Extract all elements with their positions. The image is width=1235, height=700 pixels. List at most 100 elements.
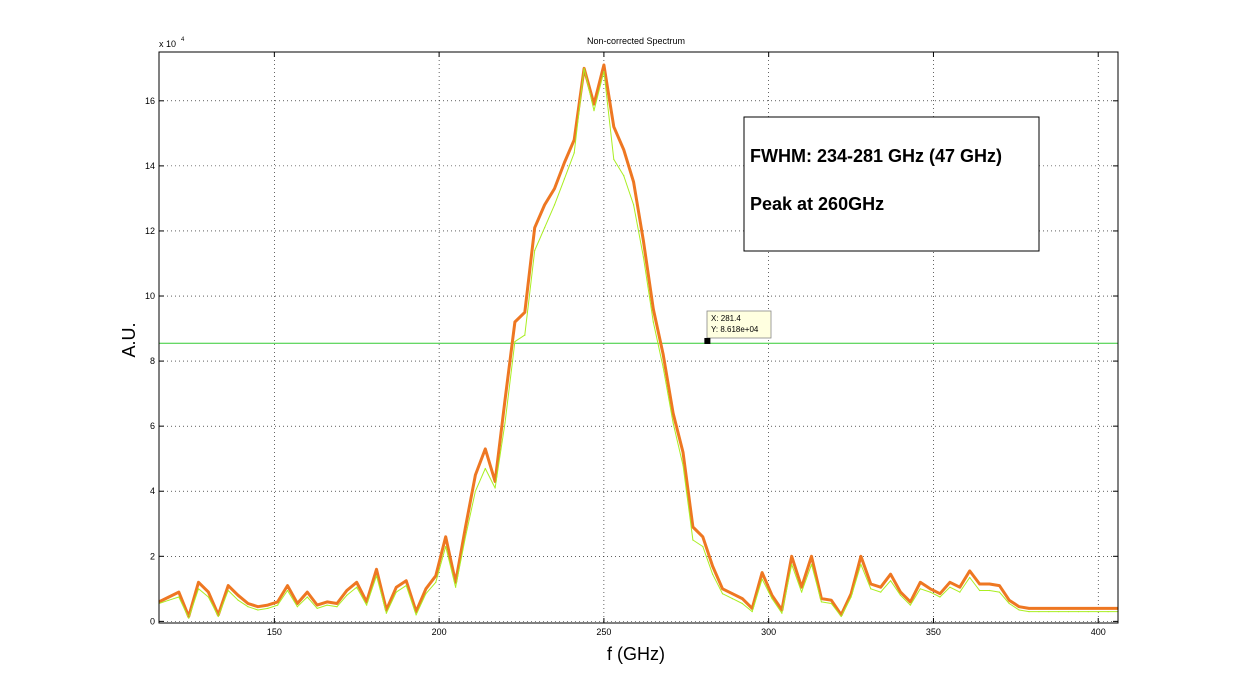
series-2-point: [415, 614, 417, 616]
series-1-point: [692, 526, 694, 528]
series-2-point: [1087, 611, 1089, 613]
series-2-point: [217, 615, 219, 618]
series-1-point: [652, 308, 654, 310]
series-1-point: [385, 609, 387, 611]
series-1-point: [899, 591, 902, 593]
series-1-point: [781, 609, 783, 611]
series-line-2: [158, 67, 1118, 619]
series-2-point: [771, 598, 773, 600]
series-1-point: [207, 591, 209, 593]
series-1-point: [1058, 607, 1060, 610]
series-1-point: [356, 581, 358, 583]
series-2-point: [959, 591, 961, 593]
series-1-point: [375, 568, 378, 570]
series-1-point: [771, 594, 773, 596]
series-1-point: [455, 581, 457, 583]
annotation-peak: Peak at 260GHz: [750, 194, 884, 214]
series-2-point: [1038, 611, 1040, 613]
series-layer: [158, 63, 1118, 619]
y-tick-label: 12: [145, 226, 155, 236]
series-1-point: [731, 593, 734, 595]
series-1-point: [820, 598, 823, 600]
series-2-point: [573, 152, 575, 154]
series-1-point: [504, 399, 506, 401]
x-tick-label: 400: [1091, 627, 1106, 637]
series-1-point: [237, 594, 239, 596]
series-2-point: [563, 178, 566, 180]
series-2-point: [385, 612, 387, 614]
series-2-point: [435, 581, 437, 583]
series-2-point: [909, 604, 912, 606]
series-1-point: [721, 588, 724, 590]
series-1-point: [642, 240, 645, 242]
series-1-point: [524, 311, 526, 313]
series-2-point: [168, 599, 170, 601]
y-tick-label: 14: [145, 161, 155, 171]
series-1-point: [563, 162, 566, 164]
series-2-point: [672, 422, 674, 424]
series-2-point: [395, 591, 397, 593]
series-1-point: [850, 593, 852, 595]
series-2-point: [524, 334, 526, 336]
series-1-point: [909, 601, 912, 603]
series-2-point: [504, 422, 506, 424]
series-1-point: [188, 615, 190, 618]
series-1-point: [425, 588, 427, 590]
series-1-point: [1048, 607, 1050, 610]
series-2-point: [257, 609, 259, 611]
data-tip-marker[interactable]: [704, 337, 711, 344]
series-2-point: [820, 601, 823, 603]
y-tick-label: 4: [150, 486, 155, 496]
series-1-point: [316, 604, 318, 606]
series-2-point: [474, 490, 476, 492]
annotation-fwhm: FWHM: 234-281 GHz (47 GHz): [750, 146, 1002, 166]
series-1-point: [544, 204, 546, 206]
series-2-point: [1018, 609, 1020, 611]
series-1-point: [197, 581, 200, 583]
series-2-point: [237, 599, 239, 601]
series-2-point: [197, 588, 200, 590]
series-1-point: [464, 526, 467, 528]
y-tick-label: 6: [150, 421, 155, 431]
x-tick-label: 350: [926, 627, 941, 637]
series-2-point: [652, 321, 654, 323]
series-2-point: [356, 586, 358, 588]
series-1-point: [217, 614, 219, 616]
series-1-point: [810, 555, 813, 557]
series-2-point: [366, 604, 368, 606]
series-1-point: [1107, 607, 1109, 610]
series-2-point: [830, 602, 832, 605]
y-tick-label: 0: [150, 616, 155, 626]
series-2-point: [603, 70, 605, 73]
series-2-point: [296, 606, 298, 608]
series-1-point: [890, 573, 892, 575]
series-2-point: [801, 591, 803, 593]
series-1-point: [603, 64, 605, 66]
series-1-point: [712, 565, 714, 567]
x-axis: 150 200 250 300 350 400: [267, 52, 1106, 637]
series-1-point: [860, 555, 862, 557]
x-tick-label: 200: [432, 627, 447, 637]
series-2-point: [207, 596, 209, 598]
series-2-point: [712, 573, 714, 575]
series-2-point: [751, 611, 753, 613]
series-2-point: [445, 545, 447, 548]
y-axis-label: A.U.: [119, 322, 139, 357]
series-1-point: [227, 585, 229, 587]
series-2-point: [741, 602, 743, 605]
series-2-point: [425, 593, 427, 595]
series-1-point: [791, 555, 793, 557]
series-2-point: [455, 586, 457, 588]
series-1-point: [415, 611, 417, 613]
data-tip[interactable]: X: 281.4 Y: 8.618e+04: [704, 310, 772, 344]
series-1-point: [405, 580, 407, 582]
series-2-point: [178, 596, 180, 598]
series-1-point: [168, 596, 170, 598]
series-2-point: [484, 467, 486, 470]
series-2-point: [267, 607, 269, 610]
series-1-point: [998, 585, 1001, 587]
series-1-point: [870, 583, 872, 585]
series-1-point: [534, 227, 536, 229]
series-2-point: [227, 589, 229, 592]
y-tick-label: 8: [150, 356, 155, 366]
